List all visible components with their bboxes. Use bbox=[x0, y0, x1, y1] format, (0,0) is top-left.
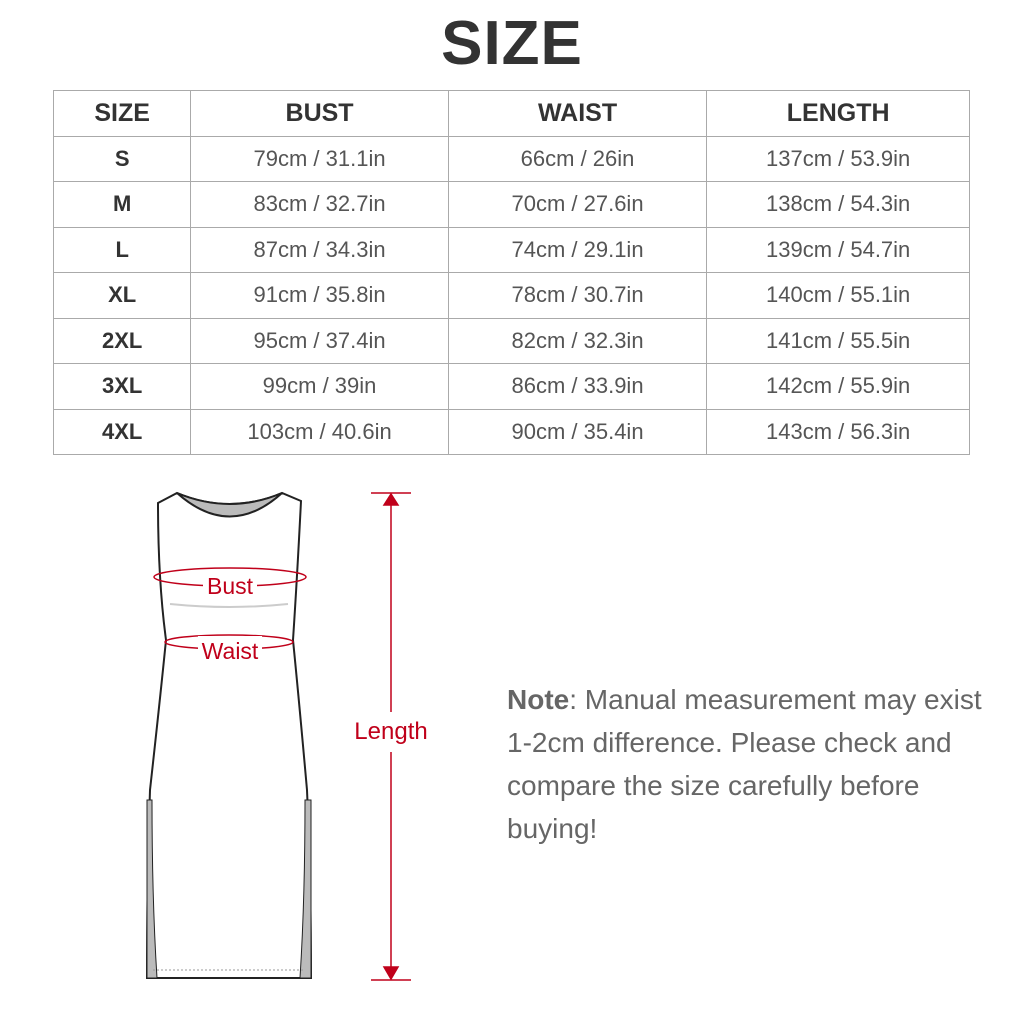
size-table: SIZE BUST WAIST LENGTH S 79cm / 31.1in 66cm /… bbox=[52, 90, 970, 455]
measurement-cell: 103cm / 40.6in bbox=[190, 408, 449, 455]
measurement-cell: 140cm / 55.1in bbox=[706, 272, 970, 319]
size-cell: 2XL bbox=[52, 317, 192, 364]
measurement-note: Note: Manual measurement may exist 1-2cm… bbox=[507, 678, 987, 850]
size-cell: 4XL bbox=[52, 408, 192, 455]
column-header: WAIST bbox=[447, 90, 708, 137]
measurement-cell: 91cm / 35.8in bbox=[190, 272, 449, 319]
measurement-cell: 79cm / 31.1in bbox=[190, 135, 449, 182]
column-header: LENGTH bbox=[706, 90, 970, 137]
measurement-cell: 74cm / 29.1in bbox=[447, 226, 708, 273]
measurement-cell: 142cm / 55.9in bbox=[706, 363, 970, 410]
measurement-cell: 82cm / 32.3in bbox=[447, 317, 708, 364]
bust-label: Bust bbox=[207, 573, 254, 599]
column-header: SIZE bbox=[52, 90, 192, 137]
measurement-cell: 83cm / 32.7in bbox=[190, 181, 449, 228]
size-cell: S bbox=[52, 135, 192, 182]
measurement-cell: 66cm / 26in bbox=[447, 135, 708, 182]
measurement-cell: 137cm / 53.9in bbox=[706, 135, 970, 182]
measurement-cell: 139cm / 54.7in bbox=[706, 226, 970, 273]
measurement-cell: 95cm / 37.4in bbox=[190, 317, 449, 364]
size-cell: XL bbox=[52, 272, 192, 319]
size-cell: 3XL bbox=[52, 363, 192, 410]
table-row: XL 91cm / 35.8in 78cm / 30.7in 140cm / 55.1… bbox=[52, 272, 970, 319]
page-title: SIZE bbox=[441, 9, 583, 78]
table-row: 3XL 99cm / 39in 86cm / 33.9in 142cm / 55.9i… bbox=[52, 363, 970, 410]
table-row: 4XL 103cm / 40.6in 90cm / 35.4in 143cm / 56… bbox=[52, 408, 970, 455]
length-label: Length bbox=[354, 718, 427, 745]
table-row: L 87cm / 34.3in 74cm / 29.1in 139cm / 54.7i… bbox=[52, 226, 970, 273]
table-row: S 79cm / 31.1in 66cm / 26in 137cm / 53.9in bbox=[52, 135, 970, 182]
measurement-cell: 90cm / 35.4in bbox=[447, 408, 708, 455]
measurement-cell: 99cm / 39in bbox=[190, 363, 449, 410]
measurement-cell: 143cm / 56.3in bbox=[706, 408, 970, 455]
size-cell: L bbox=[52, 226, 192, 273]
waist-label: Waist bbox=[202, 638, 259, 664]
measurement-guides bbox=[153, 492, 411, 981]
note-text: : Manual measurement may exist 1-2cm dif… bbox=[507, 684, 982, 844]
measurement-cell: 86cm / 33.9in bbox=[447, 363, 708, 410]
measurement-cell: 138cm / 54.3in bbox=[706, 181, 970, 228]
table-row: 2XL 95cm / 37.4in 82cm / 32.3in 141cm / 55.… bbox=[52, 317, 970, 364]
measurement-cell: 87cm / 34.3in bbox=[190, 226, 449, 273]
dress-illustration bbox=[145, 491, 313, 979]
note-label: Note bbox=[507, 684, 570, 715]
